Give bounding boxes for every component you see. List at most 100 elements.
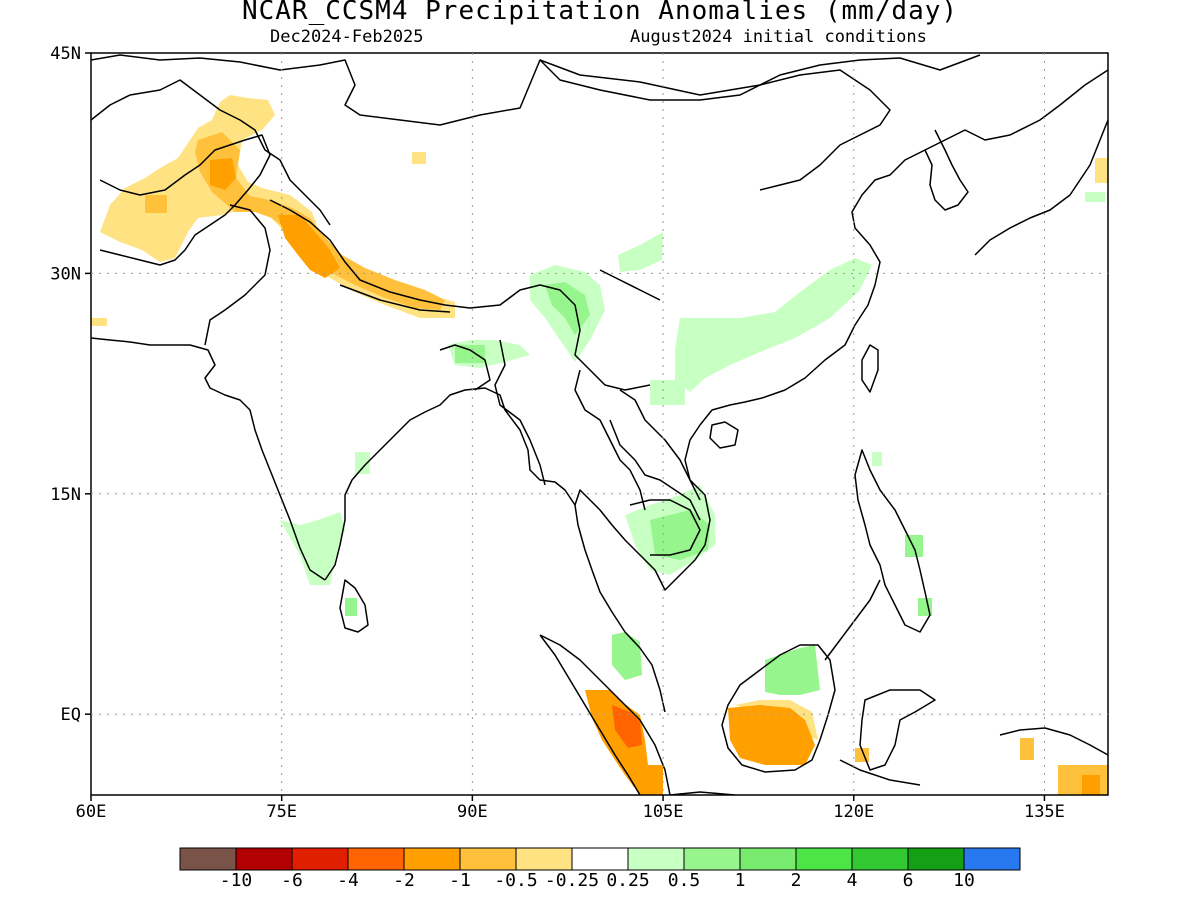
border-cambodia (629, 499, 701, 556)
colorbar-label: -6 (281, 870, 303, 891)
coastline-bay-of-bengal (324, 387, 576, 581)
y-tick-label: 15N (50, 485, 81, 505)
coastline-hainan (709, 421, 739, 449)
border-india-china (269, 199, 651, 391)
border-afghanistan (99, 134, 271, 266)
wet-anomaly-malaysia (612, 632, 642, 680)
coastline-palawan (824, 579, 881, 661)
wet-anomaly-south-china (675, 258, 872, 392)
coastline-korea (924, 129, 969, 211)
coastlines (91, 54, 1108, 795)
wet-anomaly-philippines (905, 535, 923, 557)
border-myanmar-thai (574, 369, 646, 511)
colorbar-swatch (851, 847, 909, 871)
x-tick-label: 135E (1024, 802, 1065, 822)
border-mongolia (539, 59, 891, 191)
x-tick-label: 105E (643, 802, 684, 822)
border-myanmar (494, 339, 546, 486)
colorbar-swatch (291, 847, 349, 871)
colorbar-label: -10 (219, 870, 253, 891)
colorbar-label: -0.25 (544, 870, 600, 891)
axis-ticks: 60E 75E 90E 105E 120E 135E 45N 30N 15N EQ (50, 44, 1065, 822)
dry-spot-newguinea-strong (1082, 775, 1100, 795)
dry-anomaly-sumatra-strong (612, 705, 642, 748)
wet-anomaly-cambodia-strong (650, 510, 710, 560)
wet-anomaly-bangladesh-strong (455, 345, 485, 363)
colorbar-label: 0.5 (667, 870, 701, 891)
colorbar-swatch (627, 847, 685, 871)
border-central-asia (91, 79, 331, 226)
wet-anomaly-vietnam-north (650, 380, 685, 405)
anomaly-shading (91, 95, 1108, 795)
coastline-srilanka (339, 579, 369, 633)
wet-anomaly-borneo-north (765, 645, 820, 695)
colorbar-swatch (907, 847, 965, 871)
colorbar-label: -2 (393, 870, 415, 891)
colorbar-swatch (403, 847, 461, 871)
coastline-indochina (574, 409, 713, 713)
initial-conditions: August2024 initial conditions (630, 27, 927, 47)
wet-anomaly-japan (1085, 192, 1105, 202)
x-tick-label: 120E (833, 802, 874, 822)
dry-spot-kazakh (412, 152, 426, 164)
map-title: NCAR_CCSM4 Precipitation Anomalies (mm/d… (241, 0, 959, 26)
dry-spot-west (91, 318, 107, 326)
coastline-india-west (91, 337, 326, 581)
coastline-sumatra (539, 634, 671, 795)
colorbar-label: 1 (734, 870, 746, 891)
border-pakistan-india (204, 204, 271, 346)
colorbar-swatch (571, 847, 629, 871)
wet-anomaly-luzon (872, 452, 882, 466)
coastline-japan (974, 119, 1108, 256)
wet-anomaly-myanmar-coast (355, 452, 370, 474)
dry-anomaly-himalaya (195, 132, 445, 310)
colorbar-label: 2 (790, 870, 802, 891)
x-tick-label: 90E (457, 802, 488, 822)
gridlines (91, 53, 1108, 795)
colorbar-label: 10 (953, 870, 975, 891)
wet-anomaly-qinghai (618, 232, 663, 272)
colorbar-swatch (683, 847, 741, 871)
colorbar-label: 0.25 (606, 870, 650, 891)
colorbar-label: 6 (902, 870, 914, 891)
border-north-boundary (91, 54, 981, 126)
plot-frame (90, 52, 1109, 796)
border-india-nepal (339, 284, 451, 313)
coastline-borneo (721, 644, 836, 773)
coastline-sulawesi (859, 689, 936, 771)
border-bangladesh (439, 344, 491, 391)
dry-spot-afghanistan (145, 195, 167, 213)
coastline-philippines (854, 449, 931, 633)
colorbar (179, 847, 1021, 871)
colorbar-swatch (347, 847, 405, 871)
y-tick-label: 45N (50, 44, 81, 64)
colorbar-label: -1 (449, 870, 471, 891)
dry-anomaly-sumatra (585, 690, 663, 795)
wet-anomaly-srilanka (345, 598, 357, 616)
coastline-newguinea (999, 727, 1108, 756)
dry-spot-sulawesi (1020, 738, 1034, 760)
dry-spot-japan (1095, 158, 1108, 183)
colorbar-label: -4 (337, 870, 359, 891)
colorbar-swatch (963, 847, 1021, 871)
colorbar-label: -0.5 (494, 870, 538, 891)
dry-spot-kashmir (278, 215, 340, 278)
border-laos-thai (609, 419, 701, 521)
colorbar-swatch (515, 847, 573, 871)
coastline-java (669, 759, 921, 795)
colorbar-swatch (795, 847, 853, 871)
y-tick-label: 30N (50, 264, 81, 284)
border-laos-vietnam (619, 389, 701, 501)
x-tick-label: 75E (266, 802, 297, 822)
coastline-taiwan (861, 344, 879, 393)
forecast-period: Dec2024-Feb2025 (270, 27, 424, 47)
y-tick-label: EQ (61, 705, 81, 725)
colorbar-swatch (739, 847, 797, 871)
wet-anomaly-india-south (280, 512, 345, 585)
dry-anomaly-borneo (728, 705, 815, 765)
dry-spot-hindukush (210, 158, 236, 190)
colorbar-swatch (235, 847, 293, 871)
colorbar-label: 4 (846, 870, 858, 891)
x-tick-label: 60E (76, 802, 107, 822)
